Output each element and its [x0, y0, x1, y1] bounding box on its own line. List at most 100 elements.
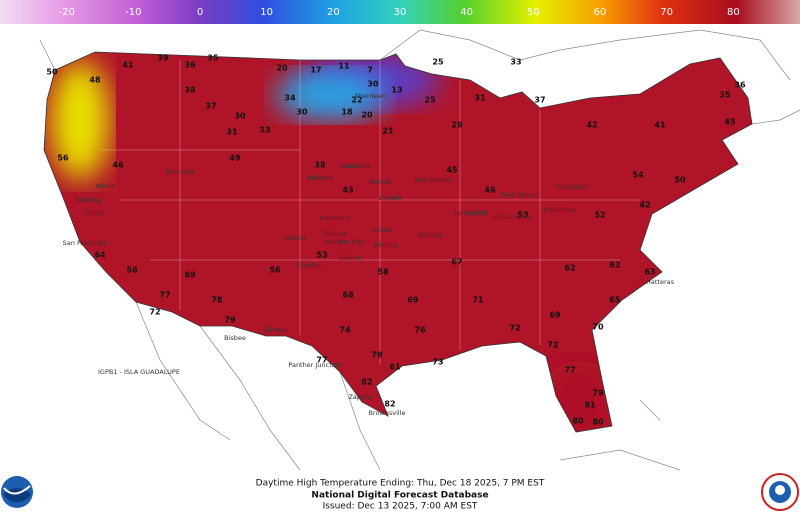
temperature-label: 69 — [407, 296, 419, 305]
temperature-label: 46 — [112, 161, 124, 170]
city-label: Columbus — [544, 206, 577, 214]
tick-label: 10 — [260, 7, 273, 18]
temperature-label: 81 — [389, 363, 401, 372]
temperature-label: 74 — [339, 326, 351, 335]
temperature-label: 58 — [126, 266, 138, 275]
temperature-label: 52 — [594, 211, 605, 220]
temperature-label: 68 — [342, 291, 354, 300]
city-label: Lincoln — [378, 194, 401, 202]
temperature-label: 54 — [632, 171, 644, 180]
temperature-label: 25 — [432, 58, 444, 67]
color-scale — [0, 0, 800, 24]
temperature-label: 81 — [584, 401, 596, 410]
tick-label: 40 — [460, 7, 473, 18]
city-label: Indianapolis — [492, 213, 532, 221]
temperature-label: 42 — [586, 121, 597, 130]
state-lines — [100, 60, 640, 365]
temperature-label: 46 — [484, 186, 496, 195]
temperature-label: 72 — [547, 341, 558, 350]
city-label: Fort Wayne — [502, 191, 539, 199]
city-label: Pueblo — [284, 234, 306, 242]
temperature-label: 35 — [719, 91, 731, 100]
city-label: Des Moines — [414, 176, 452, 184]
temperature-label: 41 — [654, 121, 666, 130]
temperature-label: 64 — [94, 251, 106, 260]
temperature-label: 7 — [367, 66, 373, 75]
temperature-label: 41 — [122, 61, 134, 70]
city-label: Zapata — [348, 393, 371, 401]
temperature-label: 31 — [226, 128, 238, 137]
temperature-label: 30 — [234, 112, 246, 121]
temperature-label: 48 — [89, 76, 101, 85]
city-label: Goodland — [319, 214, 350, 222]
city-label: Sedalia — [418, 231, 442, 239]
nws-logo — [761, 473, 799, 511]
temperature-label: 76 — [414, 326, 426, 335]
city-label: San Francisco — [63, 239, 108, 247]
temperature-label: 22 — [351, 96, 362, 105]
temperature-label: 36 — [184, 61, 196, 70]
temperature-label: 53 — [517, 211, 528, 220]
temperature-label: 50 — [46, 68, 58, 77]
temperature-label: 79 — [592, 389, 604, 398]
temperature-label: 63 — [644, 268, 655, 277]
temperature-label: 36 — [734, 81, 746, 90]
temperature-label: 67 — [451, 258, 462, 267]
temperature-label: 18 — [341, 108, 353, 117]
temperature-label: 77 — [564, 366, 575, 375]
temperature-label: 21 — [382, 127, 394, 136]
city-labels: Aberdeen Altura Redding Chico San Francisco T… — [63, 92, 675, 417]
temperature-label: 58 — [377, 268, 389, 277]
temperature-label: 72 — [149, 308, 160, 317]
temperature-label: 78 — [211, 296, 223, 305]
tick-label: 0 — [197, 7, 203, 18]
temperature-label: 77 — [316, 356, 327, 365]
city-label: El Paso — [266, 326, 289, 334]
temperature-label: 50 — [674, 176, 686, 185]
temperature-label: 49 — [229, 154, 241, 163]
temperature-label: 77 — [159, 291, 170, 300]
temperature-label: 79 — [224, 316, 236, 325]
coastlines — [39, 29, 800, 471]
city-label: Bisbee — [224, 334, 246, 342]
temperature-label: 38 — [314, 161, 326, 170]
city-label: Twin Falls — [164, 168, 196, 176]
temperature-label: 33 — [259, 126, 270, 135]
city-label: Valentine — [340, 162, 370, 170]
temperature-label: 37 — [534, 96, 545, 105]
temperature-label: 82 — [361, 378, 372, 387]
tick-label: 30 — [394, 7, 407, 18]
temperature-label: 56 — [269, 266, 281, 275]
city-label: Aberdeen — [354, 92, 385, 100]
temperature-label: 45 — [724, 118, 736, 127]
caption: Daytime High Temperature Ending: Thu, De… — [256, 479, 545, 489]
noaa-logo — [1, 476, 33, 508]
city-label: Chico — [86, 209, 104, 217]
tick-label: -10 — [125, 7, 141, 18]
temperature-label: 56 — [57, 154, 69, 163]
temperature-label: 82 — [384, 400, 395, 409]
city-label: Altura — [95, 182, 115, 190]
city-label: Cleveland — [556, 183, 588, 191]
temperature-label: 20 — [276, 64, 288, 73]
temperature-label: 43 — [342, 186, 353, 195]
island-label: IGPB1 - ISLA GUADALUPE — [98, 368, 180, 376]
temperature-label: 53 — [316, 251, 327, 260]
temperature-label: 65 — [609, 296, 621, 305]
city-label: Clayton — [298, 261, 323, 269]
temperature-label: 20 — [361, 111, 373, 120]
temperature-label: 25 — [424, 96, 436, 105]
temperature-label: 11 — [338, 62, 350, 71]
city-label: Hatteras — [646, 278, 675, 286]
tick-label: -20 — [58, 7, 74, 18]
city-label: Tribune — [322, 230, 347, 238]
temperature-label: 37 — [205, 102, 216, 111]
temperature-label: 45 — [446, 166, 458, 175]
city-label: Salina — [372, 226, 392, 234]
city-label: Springfield — [452, 209, 487, 217]
issued: Issued: Dec 13 2025, 7:00 AM EST — [323, 502, 478, 512]
tick-label: 60 — [594, 7, 607, 18]
city-label: Panther Junction — [288, 361, 341, 369]
